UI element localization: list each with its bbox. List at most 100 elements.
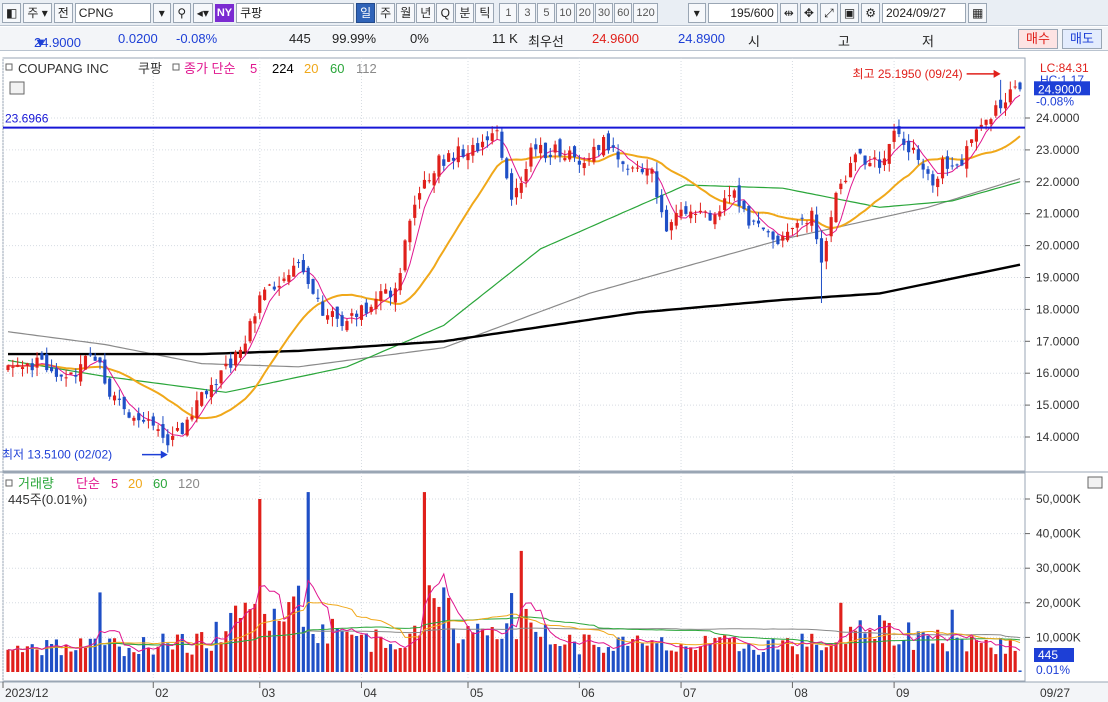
draw-icon[interactable]: ⤢ (819, 2, 838, 23)
candle-body (766, 231, 770, 233)
volume-bar (137, 653, 141, 672)
period-tab-1[interactable]: 주 (376, 2, 396, 23)
prev-button[interactable]: 전 (53, 2, 73, 23)
candle-body (437, 155, 441, 177)
interval-button-10[interactable]: 10 (556, 2, 575, 23)
price-tick-label: 14.0000 (1036, 430, 1080, 444)
volume-bar (873, 639, 877, 672)
candle-body (970, 139, 974, 143)
candle-body (907, 140, 911, 153)
interval-button-60[interactable]: 60 (614, 2, 633, 23)
period-tab-4[interactable]: Q (436, 2, 455, 23)
symbol-input[interactable]: CPNG (74, 2, 151, 23)
gear-icon[interactable]: ⚙ (861, 2, 880, 23)
candle-body (548, 154, 552, 158)
quote-open-label: 시 (748, 34, 760, 49)
candle-body (534, 144, 538, 150)
price-tick-label: 24.0000 (1036, 111, 1080, 125)
buy-button[interactable]: 매수 (1018, 29, 1058, 49)
price-panel (2, 57, 1026, 472)
volume-bar (635, 635, 640, 672)
volume-bar (64, 644, 68, 672)
candle-body (219, 370, 223, 384)
last-date-label: 09/27 (1040, 686, 1070, 700)
market-select[interactable]: 주 ▾ (23, 2, 52, 23)
volume-axis: 10,000K 20,000K 30,000K 40,000K 50,000K (1025, 492, 1081, 644)
volume-bar (374, 629, 378, 672)
period-tab-0[interactable]: 일 (356, 2, 376, 23)
interval-button-1[interactable]: 1 (499, 2, 518, 23)
period-tab-6[interactable]: 틱 (475, 2, 495, 23)
period-tab-3[interactable]: 년 (416, 2, 436, 23)
volume-bar (447, 597, 451, 672)
candle-body (815, 214, 819, 240)
crosshair-icon[interactable]: ✥ (799, 2, 818, 23)
max-arrowhead-icon (993, 69, 1001, 78)
volume-bar (326, 643, 330, 672)
period-tab-5[interactable]: 분 (455, 2, 475, 23)
quote-ask: 24.9600 (592, 31, 639, 46)
volume-bar (156, 646, 160, 672)
candle-body (684, 206, 688, 214)
volume-bar (108, 638, 112, 672)
candle-body (723, 198, 727, 211)
interval-button-3[interactable]: 3 (518, 2, 537, 23)
quote-best-label: 최우선 (528, 34, 564, 49)
layout-icon[interactable]: ◧ (2, 2, 22, 23)
candle-body (175, 428, 180, 431)
volume-bar (466, 626, 470, 672)
save-icon[interactable]: ▣ (839, 2, 860, 23)
candle-body (209, 384, 213, 398)
interval-button-5[interactable]: 5 (537, 2, 556, 23)
volume-bar (950, 609, 954, 672)
interval-button-20[interactable]: 20 (575, 2, 594, 23)
volume-bar (587, 634, 591, 672)
search-icon[interactable]: ⚲ (172, 2, 191, 23)
panel-menu-icon[interactable] (1087, 476, 1103, 489)
volume-tick-label: 10,000K (1036, 630, 1081, 644)
calendar-icon[interactable]: ▦ (968, 2, 988, 23)
volume-bar (93, 638, 97, 672)
symbol-dropdown-icon[interactable]: ▾ (152, 2, 171, 23)
legend-type: 종가 단순 (184, 61, 235, 76)
volume-bar (926, 635, 930, 672)
candle-body (587, 158, 591, 160)
quote-bid: 24.8900 (678, 31, 725, 46)
candle-body (989, 119, 993, 125)
vol-sub-label: 445주(0.01%) (8, 492, 87, 507)
volume-bar (829, 645, 833, 672)
candle-body (882, 158, 886, 166)
zoom-icon[interactable]: ⇹ (779, 2, 798, 23)
sound-icon[interactable]: ◂▾ (192, 2, 213, 23)
candle-body (669, 222, 673, 231)
interval-dropdown-icon[interactable]: ▾ (687, 2, 706, 23)
volume-bar (59, 655, 63, 672)
volume-last-tag-text: 445 (1038, 648, 1058, 662)
volume-bar (335, 628, 339, 672)
candle-body (911, 147, 916, 150)
count-field[interactable]: 195/600 (707, 2, 778, 23)
volume-bar (863, 633, 867, 672)
candle-body (11, 366, 15, 368)
volume-bar (258, 499, 262, 672)
date-field[interactable]: 2024/09/27 (882, 2, 966, 23)
candle-body (650, 169, 654, 174)
vol-legend-type: 단순 (76, 476, 100, 491)
candle-body (59, 374, 63, 377)
candle-body (553, 144, 557, 153)
interval-button-30[interactable]: 30 (594, 2, 614, 23)
volume-grid (2, 473, 1025, 681)
volume-bar (742, 648, 746, 672)
volume-bar (514, 639, 518, 672)
table-icon[interactable] (9, 81, 25, 95)
period-tab-2[interactable]: 월 (396, 2, 416, 23)
price-tick-label: 15.0000 (1036, 398, 1080, 412)
volume-bar (897, 644, 901, 672)
ma5-line (7, 94, 1021, 437)
chart-area[interactable]: 23.6966 COUPANG INC 쿠팡 종가 단순 5 224 20 60… (0, 52, 1108, 702)
sell-button[interactable]: 매도 (1062, 29, 1102, 49)
interval-button-120[interactable]: 120 (633, 2, 658, 23)
last-price-tag (1034, 81, 1090, 96)
candle-body (93, 356, 97, 361)
